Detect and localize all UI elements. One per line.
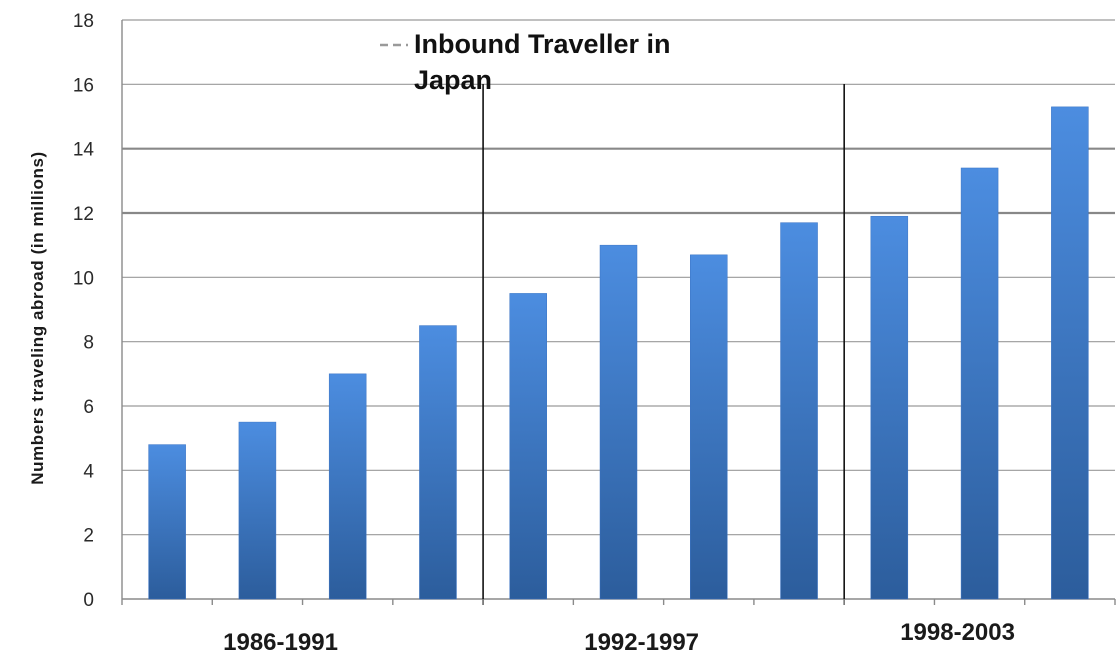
y-tick-label: 18	[73, 11, 94, 32]
y-tick-label: 10	[73, 268, 94, 289]
legend-label-line-2: Japan	[414, 65, 492, 95]
y-tick-label: 14	[73, 140, 95, 161]
bar	[509, 293, 547, 600]
y-tick-label: 6	[83, 397, 94, 418]
y-tick-label: 0	[83, 590, 94, 611]
y-tick-label: 2	[83, 526, 94, 547]
bar	[419, 325, 457, 600]
bar	[690, 254, 728, 600]
period-label: 1992-1997	[584, 629, 699, 656]
y-tick-label: 12	[73, 204, 94, 225]
divider-layer	[482, 84, 845, 605]
legend-label-line-1: Inbound Traveller in	[414, 29, 671, 59]
bar	[328, 373, 367, 600]
bar-layer	[148, 106, 1089, 600]
legend: Inbound Traveller in Japan	[380, 29, 671, 95]
period-label: 1998-2003	[900, 619, 1015, 646]
y-axis-label: Numbers traveling abroad (in millions)	[28, 151, 47, 485]
y-tick-label: 4	[83, 461, 94, 482]
tick-layer: 0 2 4 6 8 10 12 14 16 18 1986-1991 1992-1997 1998-20…	[73, 11, 1116, 656]
period-label: 1986-1991	[223, 629, 338, 656]
bar	[1051, 106, 1089, 600]
y-tick-label: 16	[73, 75, 94, 96]
bar	[870, 215, 909, 600]
bar	[780, 222, 818, 600]
bar	[960, 167, 999, 600]
bar	[148, 444, 186, 600]
y-tick-label: 8	[83, 333, 94, 354]
bar	[599, 244, 638, 600]
bar	[238, 421, 277, 600]
